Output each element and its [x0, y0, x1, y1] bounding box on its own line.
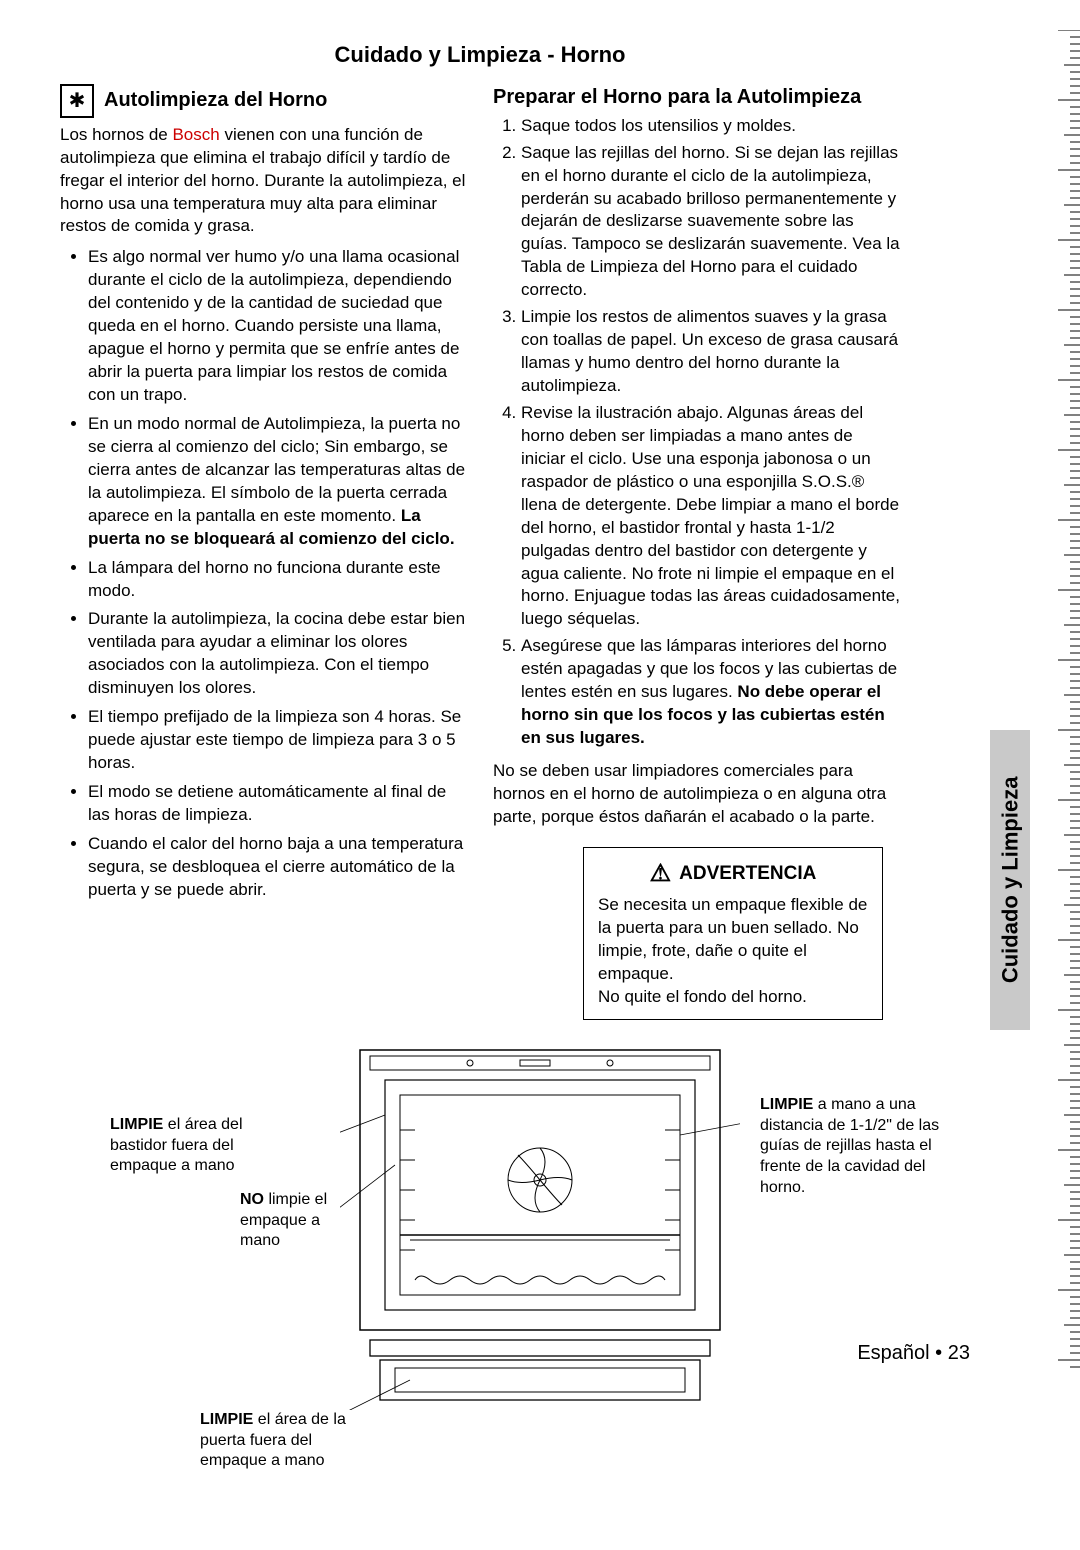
- list-item: La lámpara del horno no funciona durante…: [88, 557, 467, 603]
- list-item: El tiempo prefijado de la limpieza son 4…: [88, 706, 467, 775]
- bullet-list: Es algo normal ver humo y/o una llama oc…: [60, 246, 467, 901]
- list-item: Es algo normal ver humo y/o una llama oc…: [88, 246, 467, 407]
- list-item: Saque las rejillas del horno. Si se deja…: [521, 142, 900, 303]
- list-item: Limpie los restos de alimentos suaves y …: [521, 306, 900, 398]
- list-item: Durante la autolimpieza, la cocina debe …: [88, 608, 467, 700]
- callout-frame: LIMPIE el área del bastidor fuera del em…: [110, 1115, 270, 1177]
- list-item: Revise la ilustración abajo. Algunas áre…: [521, 402, 900, 631]
- list-item: En un modo normal de Autolimpieza, la pu…: [88, 413, 467, 551]
- callout-door: LIMPIE el área de la puerta fuera del em…: [200, 1410, 350, 1472]
- right-heading: Preparar el Horno para la Autolimpieza: [493, 84, 900, 111]
- left-column: ✱ Autolimpieza del Horno Los hornos de B…: [60, 84, 467, 1020]
- ruler-decoration: [1030, 30, 1080, 1370]
- warning-body: Se necesita un empaque flexible de la pu…: [598, 894, 868, 986]
- warning-body-2: No quite el fondo del horno.: [598, 986, 868, 1009]
- list-item: Saque todos los utensilios y moldes.: [521, 115, 900, 138]
- list-item: Cuando el calor del horno baja a una tem…: [88, 833, 467, 902]
- warning-title: ADVERTENCIA: [679, 861, 816, 887]
- oven-diagram: LIMPIE el área del bastidor fuera del em…: [60, 1040, 900, 1510]
- self-clean-icon: ✱: [60, 84, 94, 118]
- list-item: Asegúrese que las lámparas interiores de…: [521, 635, 900, 750]
- commercial-cleaner-note: No se deben usar limpiadores comerciales…: [493, 760, 900, 829]
- page-title: Cuidado y Limpieza - Horno: [60, 40, 900, 70]
- left-heading: Autolimpieza del Horno: [104, 87, 327, 114]
- intro-paragraph: Los hornos de Bosch vienen con una funci…: [60, 124, 467, 239]
- callout-cavity: LIMPIE a mano a una distancia de 1-1/2" …: [760, 1095, 940, 1199]
- right-column: Preparar el Horno para la Autolimpieza S…: [493, 84, 900, 1020]
- list-item: El modo se detiene automáticamente al fi…: [88, 781, 467, 827]
- callout-gasket: NO limpie el empaque a mano: [240, 1190, 350, 1252]
- warning-icon: ⚠: [650, 858, 672, 890]
- brand-name: Bosch: [172, 125, 219, 144]
- numbered-list: Saque todos los utensilios y moldes. Saq…: [493, 115, 900, 750]
- warning-box: ⚠ ADVERTENCIA Se necesita un empaque fle…: [583, 847, 883, 1020]
- page-footer: Español • 23: [857, 1340, 970, 1367]
- oven-illustration: [340, 1040, 740, 1410]
- section-tab: Cuidado y Limpieza: [990, 730, 1030, 1030]
